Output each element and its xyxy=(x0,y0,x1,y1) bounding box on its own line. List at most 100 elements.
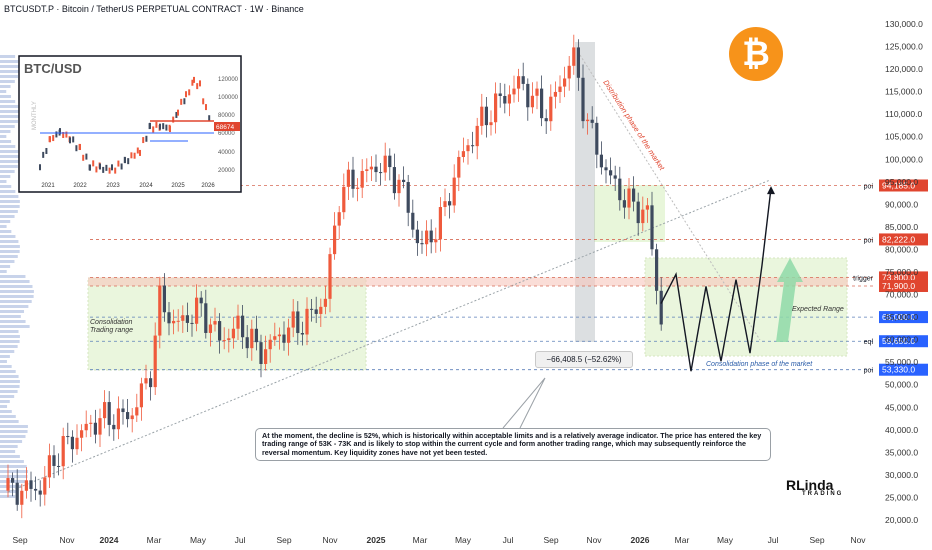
volume-bar xyxy=(0,340,20,343)
x-tick: Nov xyxy=(59,535,75,545)
candle-body xyxy=(613,175,617,179)
volume-bar xyxy=(0,185,12,188)
volume-bar xyxy=(0,100,16,103)
candle-body xyxy=(360,170,364,188)
inset-candle xyxy=(169,126,171,133)
volume-bar xyxy=(0,150,19,153)
volume-bar xyxy=(0,55,16,58)
measure-label: −66,408.5 (−52.62%) xyxy=(535,351,633,368)
y-tick: 110,000.0 xyxy=(885,109,922,119)
price-tag xyxy=(879,279,928,292)
inset-candle xyxy=(99,163,101,170)
candle-body xyxy=(61,436,65,467)
candle-body xyxy=(296,311,300,334)
candle-body xyxy=(57,465,61,467)
volume-profile xyxy=(0,55,34,498)
volume-bar xyxy=(0,140,12,143)
volume-bar xyxy=(0,195,19,198)
candle-body xyxy=(139,383,143,408)
inset-candle xyxy=(142,137,145,144)
candle-body xyxy=(6,478,10,491)
inset-candle xyxy=(79,144,81,151)
level-tag: poi xyxy=(864,368,874,375)
volume-bar xyxy=(0,240,19,243)
candle-body xyxy=(540,88,544,119)
candle-body xyxy=(622,200,626,208)
candle-body xyxy=(231,328,235,339)
candle-body xyxy=(314,309,318,314)
x-tick: Nov xyxy=(850,535,866,545)
x-tick: 2024 xyxy=(100,535,119,545)
inset-candle xyxy=(69,137,71,144)
consolidation-left-label: Trading range xyxy=(90,327,133,334)
volume-bar xyxy=(0,360,7,363)
candle-body xyxy=(89,422,93,424)
y-tick: 130,000.0 xyxy=(885,19,923,29)
candle-body xyxy=(590,119,594,123)
volume-bar xyxy=(0,305,29,308)
y-tick: 115,000.0 xyxy=(885,87,922,97)
candle-body xyxy=(415,229,419,244)
volume-bar xyxy=(0,225,7,228)
inset-candle xyxy=(205,104,207,111)
candle-body xyxy=(576,47,580,78)
candle-body xyxy=(213,321,217,325)
candle-body xyxy=(241,315,245,338)
candle-body xyxy=(535,88,539,96)
volume-bar xyxy=(0,390,18,393)
candle-body xyxy=(402,179,406,183)
level-tag: trigger xyxy=(853,275,874,282)
candle-body xyxy=(268,339,272,350)
volume-bar xyxy=(0,85,11,88)
volume-bar xyxy=(0,115,20,118)
volume-bar xyxy=(0,375,19,378)
volume-bar xyxy=(0,145,16,148)
candle-body xyxy=(526,83,530,108)
candle-body xyxy=(512,88,516,95)
candle-body xyxy=(144,378,148,384)
candle-body xyxy=(66,436,70,438)
candle-body xyxy=(599,154,603,168)
volume-bar xyxy=(0,155,20,158)
y-tick: 20,000.0 xyxy=(885,515,918,525)
candle-body xyxy=(609,170,613,176)
inset-candle xyxy=(185,91,187,98)
y-tick: 55,000.0 xyxy=(885,357,918,367)
candle-body xyxy=(185,315,189,323)
inset-candle xyxy=(188,89,191,96)
candle-body xyxy=(38,490,42,495)
candle-body xyxy=(103,402,107,419)
x-tick: Sep xyxy=(809,535,824,545)
candle-body xyxy=(305,308,309,335)
inset-candle xyxy=(136,147,139,154)
inset-candle xyxy=(193,76,195,83)
candle-body xyxy=(351,169,355,189)
inset-candle xyxy=(152,126,155,133)
price-tag-value: 71,900.0 xyxy=(882,281,915,291)
candle-body xyxy=(84,423,88,431)
inset-candle xyxy=(180,98,183,105)
candle-body xyxy=(158,285,162,336)
candle-body xyxy=(627,188,631,208)
volume-bar xyxy=(0,385,20,388)
inset-candle xyxy=(95,166,98,173)
candle-body xyxy=(70,436,74,450)
candle-body xyxy=(346,169,350,187)
candle-body xyxy=(581,77,585,122)
volume-bar xyxy=(0,275,26,278)
volume-bar xyxy=(0,395,15,398)
y-tick: 35,000.0 xyxy=(885,447,918,457)
volume-bar xyxy=(0,110,20,113)
inset-candle xyxy=(130,152,133,159)
candle-body xyxy=(11,478,15,483)
volume-bar xyxy=(0,400,10,403)
inset-candle xyxy=(111,164,113,171)
volume-bar xyxy=(0,325,30,328)
candle-body xyxy=(567,65,571,79)
x-tick: May xyxy=(190,535,207,545)
volume-bar xyxy=(0,70,20,73)
candle-body xyxy=(236,315,240,329)
x-tick: Sep xyxy=(276,535,291,545)
price-tag-bg xyxy=(879,311,928,324)
